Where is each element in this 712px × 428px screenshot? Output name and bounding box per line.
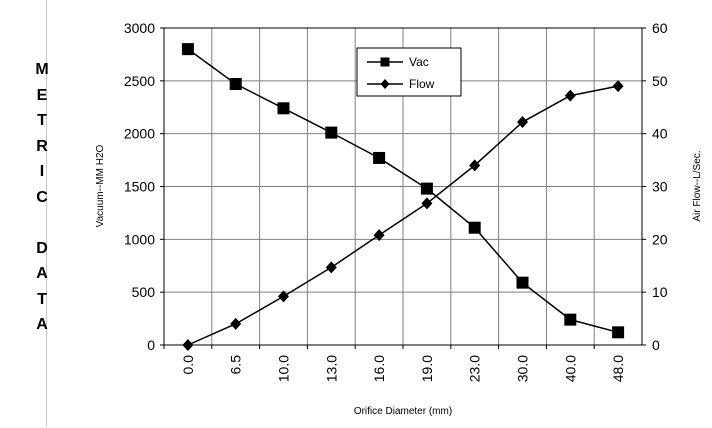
y2-tick-label: 30 — [652, 179, 668, 195]
x-tick-label: 40.0 — [562, 355, 578, 382]
legend-marker-diamond — [380, 79, 390, 89]
legend: Vac Flow — [356, 47, 462, 97]
point-flow — [517, 116, 528, 129]
x-tick-label: 6.5 — [228, 355, 244, 375]
point-flow — [325, 261, 337, 274]
point-flow — [278, 290, 289, 303]
point-vac — [564, 313, 577, 326]
x-tick-label: 13.0 — [323, 355, 339, 382]
side-label-char: A — [36, 316, 48, 333]
y-tick-label: 2000 — [124, 126, 155, 142]
x-tick-label: 16.0 — [371, 355, 387, 382]
point-vac — [277, 102, 290, 115]
point-flow — [612, 80, 624, 93]
x-tick-label: 30.0 — [515, 355, 531, 382]
series-line-flow — [187, 85, 619, 346]
side-label-char: T — [37, 112, 47, 129]
point-flow — [421, 197, 433, 210]
frame-divider — [46, 0, 47, 426]
point-vac — [229, 78, 242, 91]
legend-label-flow: Flow — [409, 77, 435, 91]
side-label-char: C — [36, 188, 48, 206]
y-tick-label: 500 — [132, 284, 156, 300]
x-axis-title: Orifice Diameter (mm) — [354, 406, 452, 417]
y-tick-label: 2500 — [124, 73, 155, 89]
x-axis: 0.0 6.5 10.0 13.0 16.0 19.0 23.0 30.0 40.0 48.0 — [163, 345, 626, 382]
point-flow — [373, 229, 385, 242]
y-tick-label: 1000 — [124, 231, 155, 247]
series-layer — [181, 43, 625, 351]
point-vac — [516, 276, 529, 289]
x-tick-label: 0.0 — [180, 355, 196, 375]
x-tick-label: 23.0 — [467, 355, 483, 382]
side-label-char: M — [35, 61, 49, 78]
y-axis-title: Vacuum--MM H2O — [95, 144, 106, 227]
legend-box — [356, 47, 462, 97]
series-line-vac — [187, 48, 619, 334]
point-vac — [325, 126, 338, 139]
side-label-char: R — [36, 137, 48, 155]
x-tick-label: 10.0 — [276, 355, 292, 382]
y2-tick-label: 0 — [652, 337, 660, 353]
y-axis-right: 0 10 20 30 40 50 60 — [642, 20, 668, 353]
side-label-char: A — [36, 265, 48, 282]
y-tick-label: 1500 — [124, 179, 155, 195]
point-vac — [420, 182, 433, 195]
point-vac — [181, 43, 194, 56]
legend-label-vac: Vac — [409, 55, 429, 69]
side-label-char: T — [37, 290, 47, 308]
side-label-char: E — [36, 86, 48, 104]
y2-tick-label: 50 — [652, 73, 668, 89]
y2-tick-label: 10 — [652, 284, 668, 300]
x-tick-label: 19.0 — [419, 355, 435, 382]
point-vac — [612, 326, 625, 339]
y-tick-label: 3000 — [124, 20, 155, 36]
y2-tick-label: 20 — [652, 231, 668, 247]
point-vac — [373, 151, 386, 164]
x-tick-label: 48.0 — [610, 355, 626, 382]
y-tick-label: 0 — [147, 337, 155, 353]
point-vac — [468, 221, 481, 234]
point-flow — [469, 159, 481, 172]
y2-tick-label: 60 — [652, 20, 668, 36]
side-label-char: I — [39, 163, 45, 180]
legend-marker-square — [380, 57, 390, 67]
y2-axis-title: Air Flow--L/Sec. — [692, 150, 703, 221]
side-label-char: D — [36, 239, 48, 257]
y2-tick-label: 40 — [652, 126, 668, 142]
point-flow — [230, 317, 242, 330]
point-flow — [182, 339, 194, 351]
y-axis-left: 0 500 1000 1500 2000 2500 3000 — [124, 20, 164, 353]
point-flow — [564, 89, 576, 102]
